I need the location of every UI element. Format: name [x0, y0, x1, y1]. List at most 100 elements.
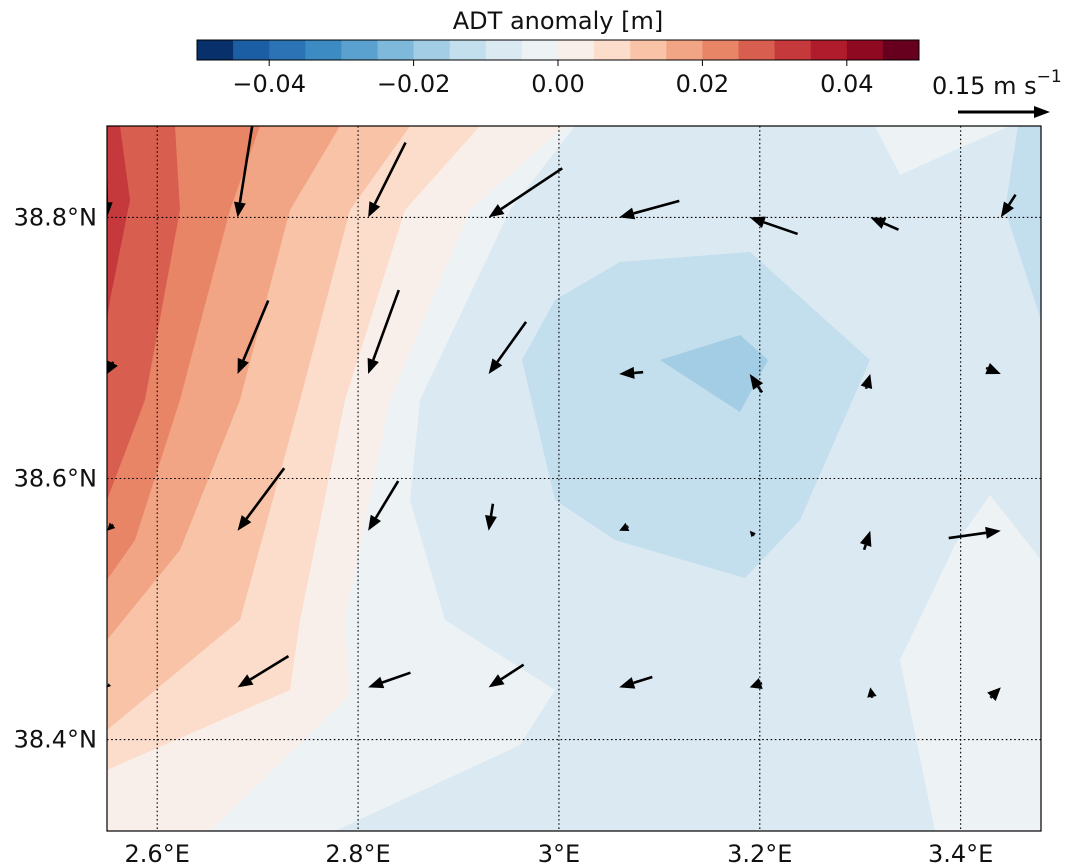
velocity-arrow-shaft: [948, 531, 987, 540]
colorbar-bin: [630, 40, 667, 60]
velocity-arrow-shaft: [985, 366, 989, 370]
velocity-arrow-head: [987, 687, 1001, 702]
colorbar-bin: [341, 40, 378, 60]
velocity-arrow: [368, 480, 400, 531]
contour-band-blue-edge: [1005, 126, 1041, 320]
velocity-arrow: [237, 467, 286, 531]
velocity-arrow: [859, 530, 872, 551]
velocity-arrow: [368, 671, 411, 689]
velocity-arrow: [107, 360, 118, 375]
velocity-arrow-head: [107, 360, 118, 375]
contour-band-offwhite-ne: [875, 126, 1010, 175]
velocity-arrow: [749, 216, 799, 236]
velocity-arrow: [237, 299, 270, 375]
velocity-arrow: [948, 526, 1001, 540]
contour-band-blue-core: [522, 252, 870, 578]
velocity-arrow: [368, 141, 407, 218]
colorbar-bin: [305, 40, 342, 60]
colorbar-bin: [413, 40, 451, 60]
colorbar-bin: [846, 40, 884, 60]
colorbar-bin: [449, 40, 487, 60]
colorbar-tick-label: −0.02: [377, 70, 451, 98]
velocity-arrow-shaft: [1007, 193, 1017, 206]
velocity-arrow-head: [237, 674, 254, 688]
velocity-arrow-head: [368, 201, 381, 218]
velocity-arrow-head: [870, 217, 887, 229]
velocity-arrow-head: [488, 358, 503, 375]
velocity-arrow: [860, 374, 873, 390]
y-axis-ticks: 38.4°N 38.6°N 38.8°N: [14, 203, 97, 753]
velocity-arrow: [987, 687, 1001, 702]
velocity-arrow-head: [485, 514, 497, 531]
colorbar-bin: [558, 40, 595, 60]
velocity-arrow-head: [860, 374, 873, 389]
velocity-arrow-shaft: [111, 361, 115, 364]
velocity-arrow-head: [488, 204, 505, 218]
contour-band-lightblue-east: [900, 495, 1041, 831]
velocity-arrow-shaft: [372, 289, 401, 361]
velocity-arrow: [107, 522, 116, 531]
velocity-arrow-head: [619, 366, 635, 379]
velocity-arrow: [619, 675, 653, 689]
colorbar-bin: [666, 40, 703, 60]
y-tick-label: 38.4°N: [14, 726, 97, 754]
velocity-arrow: [870, 217, 900, 231]
x-tick-label: 3.2°E: [727, 840, 792, 867]
velocity-arrow: [237, 655, 290, 688]
velocity-arrow-shaft: [989, 695, 993, 699]
velocity-arrow-shaft: [111, 523, 115, 527]
velocity-arrow-head: [107, 522, 116, 531]
velocity-arrow-shaft: [883, 222, 900, 231]
velocity-arrow-head: [107, 202, 113, 218]
colorbar-tick-label: −0.04: [232, 70, 306, 98]
velocity-arrow-shaft: [381, 671, 411, 684]
velocity-arrow: [749, 374, 764, 394]
velocity-arrow: [985, 362, 1001, 375]
velocity-arrow: [619, 522, 630, 531]
velocity-arrow-head: [488, 674, 505, 688]
velocity-arrow: [619, 199, 680, 220]
velocity-arrow-head: [368, 514, 382, 531]
velocity-arrow-shaft: [242, 299, 270, 361]
velocity-arrow: [749, 678, 763, 690]
velocity-arrow-head: [749, 216, 766, 228]
velocity-arrow-head: [867, 687, 877, 698]
velocity-arrow: [619, 366, 644, 379]
plot-frame: [106, 125, 1042, 832]
velocity-arrow-shaft: [756, 385, 764, 394]
colorbar-tick-label: 0.04: [820, 70, 873, 98]
colorbar-bin: [197, 40, 234, 60]
velocity-arrow-shaft: [489, 503, 495, 517]
velocity-arrow-head: [985, 526, 1001, 539]
y-tick-label: 38.6°N: [14, 465, 97, 493]
colorbar-tick-label: 0.00: [531, 70, 584, 98]
velocity-arrow-shaft: [374, 480, 400, 519]
x-axis-ticks: 2.6°E 2.8°E 3°E 3.2°E 3.4°E: [125, 840, 994, 867]
colorbar-bins: [197, 40, 920, 60]
contour-band-blue-inner: [660, 335, 768, 412]
velocity-arrow-shaft: [633, 199, 680, 215]
colorbar-bin: [233, 40, 270, 60]
graticule-grid: [107, 126, 1041, 831]
velocity-arrow: [1000, 193, 1017, 218]
velocity-arrow-head: [619, 522, 630, 531]
colorbar-bin: [882, 40, 920, 60]
colorbar-bin: [594, 40, 631, 60]
contour-band-level-0.035: [107, 126, 130, 320]
velocity-arrow-shaft: [373, 141, 407, 205]
velocity-arrow-shaft: [500, 663, 525, 681]
velocity-arrow-head: [619, 207, 636, 220]
colorbar-bin: [738, 40, 775, 60]
colorbar-bin: [485, 40, 523, 60]
velocity-arrow: [488, 167, 563, 218]
velocity-arrow-shaft: [763, 221, 799, 236]
velocity-arrow: [234, 126, 254, 218]
colorbar-bin: [377, 40, 414, 60]
velocity-arrow: [485, 503, 497, 531]
colorbar-tick-label: 0.02: [676, 70, 729, 98]
velocity-arrow: [488, 321, 528, 375]
velocity-arrow-shaft: [245, 467, 286, 520]
velocity-arrow-head: [749, 678, 763, 690]
velocity-arrow: [749, 530, 756, 538]
